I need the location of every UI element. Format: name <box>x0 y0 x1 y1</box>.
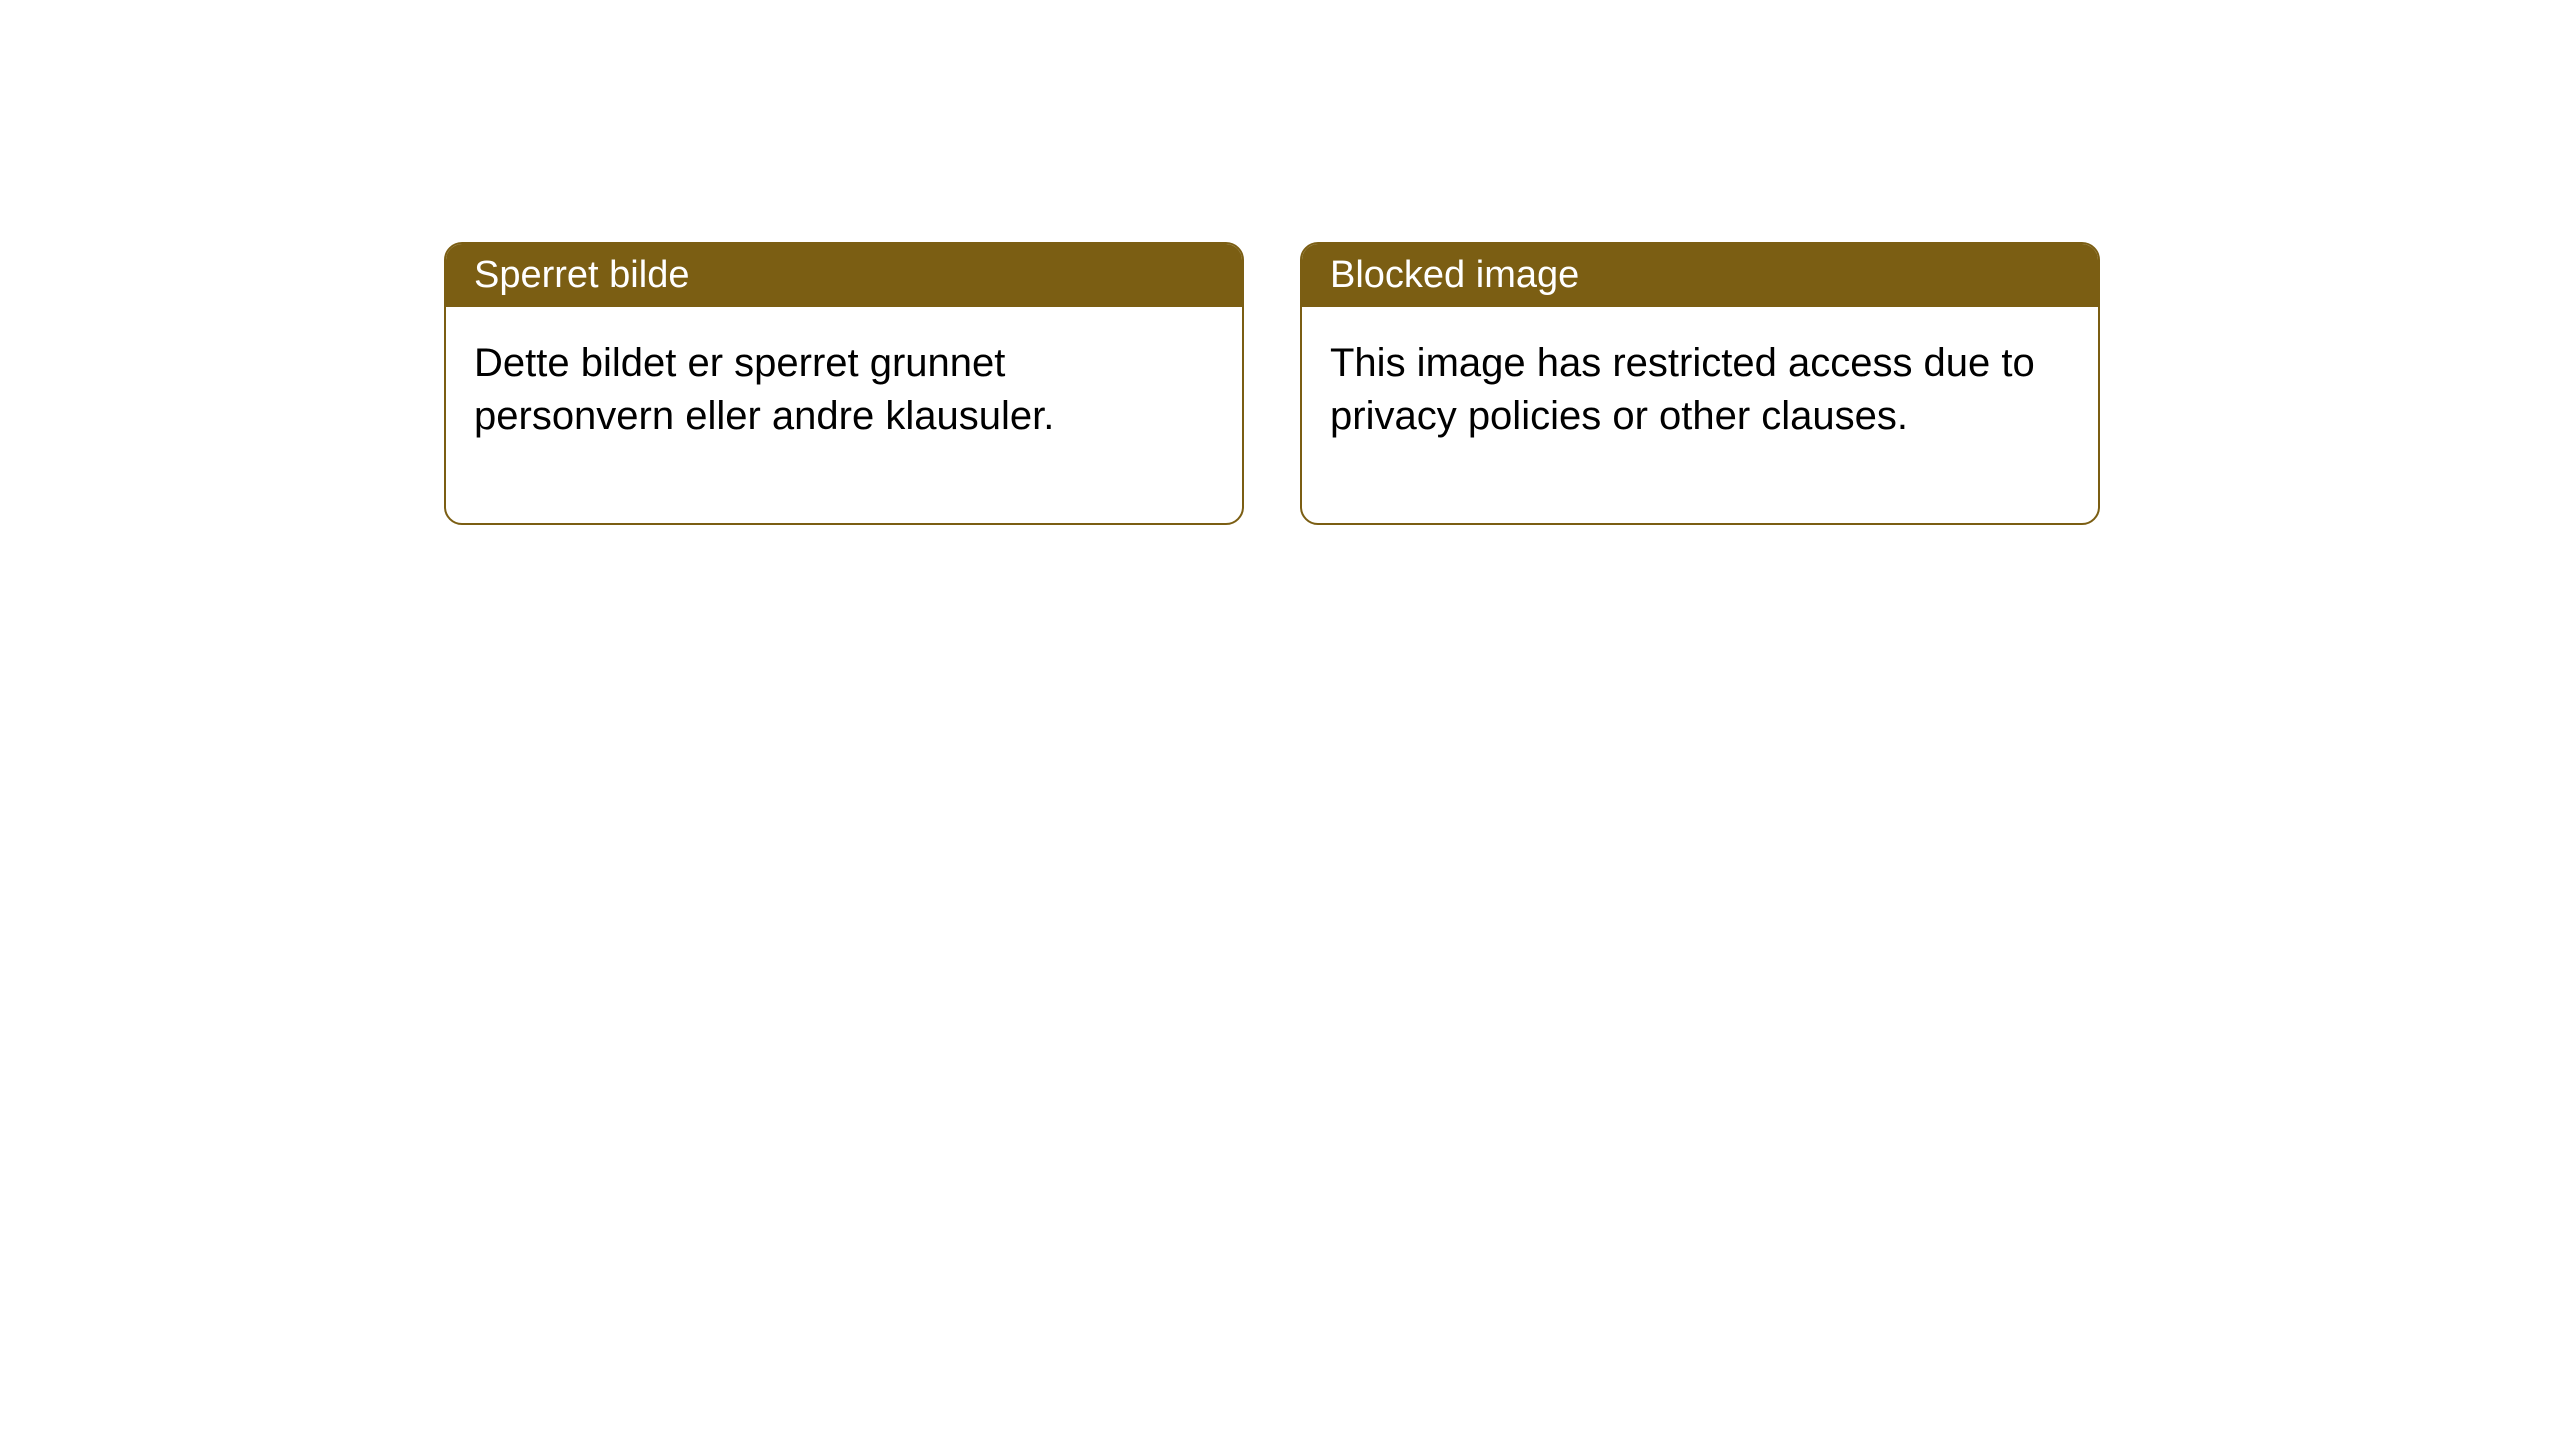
notice-box-english: Blocked image This image has restricted … <box>1300 242 2100 525</box>
notice-box-norwegian: Sperret bilde Dette bildet er sperret gr… <box>444 242 1244 525</box>
notice-body-text: Dette bildet er sperret grunnet personve… <box>474 341 1054 438</box>
notice-title: Sperret bilde <box>474 254 689 296</box>
notice-title: Blocked image <box>1330 254 1579 296</box>
notice-container: Sperret bilde Dette bildet er sperret gr… <box>444 242 2100 525</box>
notice-body-text: This image has restricted access due to … <box>1330 341 2035 438</box>
notice-body: This image has restricted access due to … <box>1302 307 2098 523</box>
notice-header: Blocked image <box>1302 244 2098 307</box>
notice-header: Sperret bilde <box>446 244 1242 307</box>
notice-body: Dette bildet er sperret grunnet personve… <box>446 307 1242 523</box>
